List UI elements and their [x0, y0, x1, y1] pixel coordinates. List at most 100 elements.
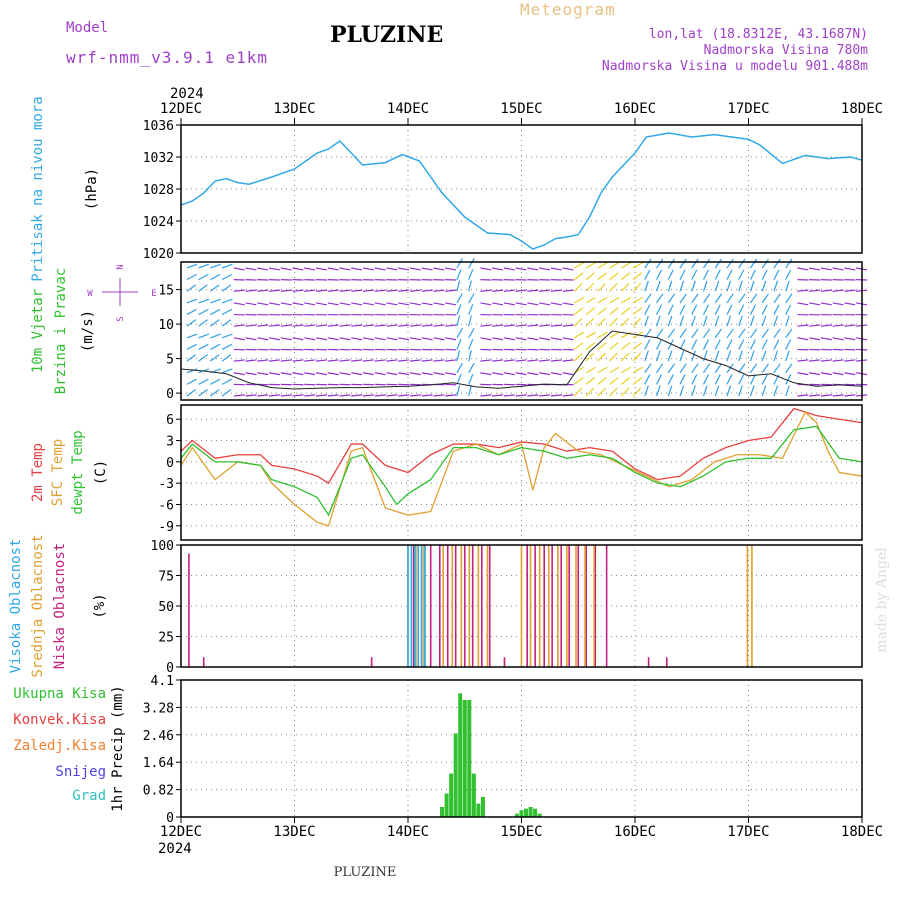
wind-barb	[186, 308, 197, 316]
wind-barb	[409, 302, 421, 306]
wind-barb	[632, 261, 643, 269]
wind-barb	[456, 258, 463, 269]
wind-barb	[761, 315, 767, 327]
wind-barb	[456, 339, 462, 350]
wind-barb	[186, 319, 197, 327]
wind-barb	[351, 359, 363, 362]
wind-barb	[398, 394, 410, 397]
wind-barb	[362, 324, 374, 327]
y-axis-label-wind: Brzina i Pravac	[53, 268, 69, 394]
wind-barb	[597, 261, 608, 269]
precip-bar	[467, 700, 472, 817]
y-tick-label: 1036	[143, 119, 174, 134]
wind-barb	[221, 354, 232, 362]
wind-barb	[480, 372, 492, 376]
wind-barb	[679, 374, 686, 385]
wind-barb	[304, 267, 316, 271]
wind-barb	[480, 267, 492, 271]
wind-barb	[644, 339, 651, 350]
precip-bar	[458, 693, 463, 817]
wind-barb	[433, 372, 445, 376]
wind-barb	[773, 315, 779, 327]
wind-barb	[585, 307, 596, 316]
wind-barb	[761, 350, 767, 362]
wind-barb	[186, 343, 197, 350]
wind-barb	[221, 298, 233, 304]
wind-barb	[292, 289, 304, 292]
wind-barb	[609, 261, 620, 269]
wind-barb	[221, 308, 233, 316]
wind-barb	[844, 394, 856, 397]
wind-barb	[656, 258, 664, 269]
wind-barb	[515, 372, 527, 376]
wind-barb	[456, 327, 463, 339]
wind-barb	[550, 372, 562, 376]
wind-barb	[515, 289, 527, 292]
wind-barb	[210, 298, 221, 304]
wind-barb	[632, 296, 643, 304]
wind-barb	[785, 280, 790, 292]
wind-barb	[374, 394, 386, 397]
wind-barb	[597, 366, 608, 374]
wind-barb	[609, 387, 618, 397]
panel-wind: 15 10 5 0 N W E S	[87, 258, 868, 402]
wind-barb	[574, 261, 585, 269]
wind-barb	[609, 366, 620, 374]
wind-barb	[702, 304, 710, 315]
wind-barb	[726, 339, 733, 350]
wind-barb	[809, 359, 821, 362]
wind-barb	[644, 258, 652, 269]
wind-barb	[315, 302, 327, 306]
wind-barb	[702, 258, 711, 269]
wind-barb	[398, 337, 410, 341]
wind-barb	[620, 282, 630, 292]
wind-barb	[562, 267, 574, 271]
wind-barb	[620, 377, 631, 385]
precip-bar	[440, 806, 445, 817]
wind-barb	[386, 359, 398, 362]
wind-barb	[644, 374, 651, 385]
wind-barb	[421, 267, 433, 271]
y-tick-label: 1024	[143, 215, 174, 230]
wind-barb	[492, 337, 504, 341]
wind-barb	[667, 328, 676, 339]
wind-barb	[620, 272, 631, 281]
wind-barb	[844, 302, 856, 306]
wind-barb	[304, 372, 316, 376]
wind-barb	[210, 333, 221, 339]
wind-barb	[844, 372, 856, 376]
wind-barb	[738, 315, 743, 327]
wind-barb	[597, 307, 607, 316]
wind-barb	[820, 359, 832, 362]
wind-barb	[749, 315, 755, 327]
wind-barb	[280, 372, 292, 376]
wind-barb	[761, 339, 768, 350]
wind-barb	[749, 328, 758, 339]
wind-barb	[585, 352, 595, 362]
wind-barb	[714, 374, 721, 385]
wind-barb	[585, 296, 596, 304]
wind-barb	[679, 385, 685, 397]
wind-barb	[832, 302, 844, 306]
wind-barb	[409, 394, 421, 397]
wind-barb	[421, 302, 433, 306]
wind-barb	[468, 362, 475, 374]
wind-barb	[573, 352, 583, 362]
wind-barb	[257, 337, 269, 341]
wind-barb	[480, 394, 492, 397]
wind-barb	[280, 324, 292, 327]
wind-barb	[315, 324, 328, 327]
wind-barb	[386, 267, 398, 271]
y-tick-label: 1.64	[143, 756, 174, 771]
y-axis-label-wind: 10m Vjetar	[30, 289, 46, 373]
wind-barb	[785, 363, 793, 374]
wind-barb	[268, 324, 281, 327]
wind-barb	[386, 372, 398, 376]
wind-barb	[573, 307, 584, 316]
wind-barb	[738, 328, 746, 339]
wind-barb	[409, 359, 421, 362]
wind-barb	[797, 337, 809, 341]
wind-barb	[621, 261, 632, 269]
wind-barb	[632, 272, 643, 281]
wind-barb	[198, 354, 208, 362]
